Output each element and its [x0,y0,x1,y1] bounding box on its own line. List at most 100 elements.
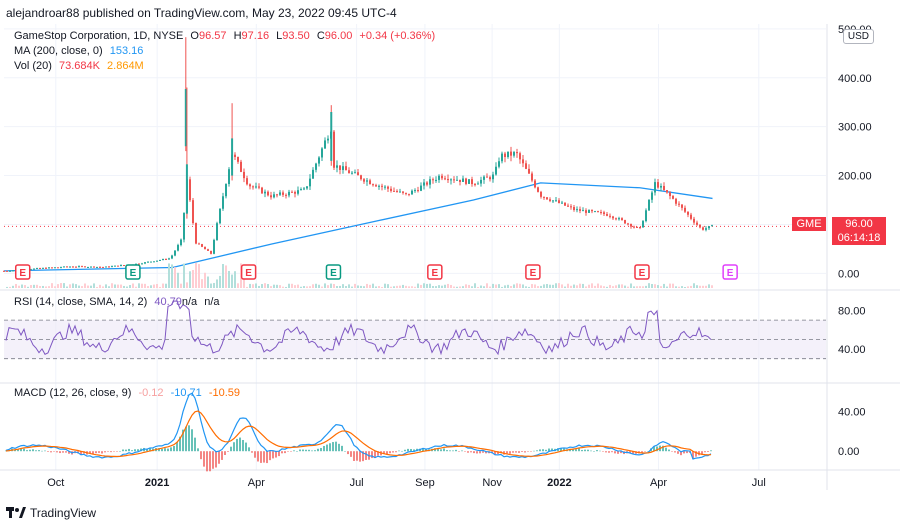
macd-histogram-bar [68,451,70,454]
candle-body [279,192,281,195]
candle-body [459,179,461,182]
candle-body [258,186,260,188]
macd-histogram-bar [473,451,475,454]
volume-bar [585,286,587,288]
volume-bar [45,286,47,288]
macd-histogram-bar [158,448,160,452]
macd-histogram-bar [383,451,385,455]
macd-hist-value: -0.12 [138,387,164,399]
volume-bar [672,283,674,288]
candle-body [498,161,500,167]
candle-body [366,180,368,182]
macd-histogram-bar [578,448,580,452]
candle-body [138,263,140,265]
volume-bar [111,283,113,288]
macd-histogram-bar [176,442,178,452]
candle-body [705,228,707,230]
candle-body [567,205,569,207]
macd-histogram-bar [353,451,355,461]
volume-bar [594,285,596,288]
macd-tick-label: 0.00 [838,446,859,458]
macd-histogram-bar [668,449,670,452]
macd-histogram-bar [512,451,514,453]
macd-histogram-bar [572,449,574,452]
macd-histogram-bar [266,451,268,464]
macd-histogram-bar [362,451,364,462]
macd-histogram-bar [707,451,709,452]
volume-bar [219,275,221,288]
volume-bar [156,283,158,288]
candle-body [240,161,242,172]
macd-histogram-bar [179,436,181,452]
candle-body [369,180,371,185]
earnings-marker-letter: E [431,268,438,279]
volume-bar [69,284,71,288]
macd-histogram-bar [401,450,403,452]
candle-body [63,266,65,268]
macd-histogram-bar [563,448,565,452]
volume-bar [405,285,407,288]
earnings-marker: E [325,264,342,280]
volume-bar [498,284,500,288]
macd-histogram-bar [533,450,535,452]
candle-body [633,226,635,228]
candle-body [639,226,641,228]
volume-bar [177,272,179,288]
volume-bar [687,286,689,288]
macd-histogram-bar [575,449,577,452]
candle-body [501,153,503,162]
signal-value: -10.59 [208,387,241,399]
candle-body [381,185,383,187]
candle-body [184,89,187,147]
candle-body [456,179,458,181]
macd-histogram-bar [605,451,607,453]
candle-body [84,266,86,268]
volume-bar [639,286,641,288]
volume-bar [141,283,143,288]
footer-brand-label: TradingView [30,506,97,520]
macd-histogram-bar [95,451,97,454]
currency-badge[interactable]: USD [842,29,874,44]
candle-body [315,163,317,170]
candle-body [201,244,203,247]
candle-body [6,270,8,272]
earnings-marker-letter: E [639,268,646,279]
volume-bar [366,283,368,288]
macd-histogram-bar [710,450,712,452]
earnings-marker: E [722,264,738,280]
candle-body [429,179,431,185]
macd-histogram-bar [329,443,331,452]
candle-body [486,176,488,178]
rsi-tick-label: 40.00 [838,344,866,356]
volume-bar [567,283,569,288]
earnings-marker-box [427,264,443,280]
candle-body [87,267,89,269]
open-value: 96.57 [198,30,227,42]
macd-histogram-bar [536,450,538,452]
macd-histogram-bar [50,451,52,453]
footer-brand[interactable]: TradingView [6,506,96,520]
candle-body [615,218,617,220]
macd-histogram-bar [53,451,55,452]
macd-histogram-bar [701,451,703,455]
candle-body [72,266,74,268]
candle-body [243,171,245,179]
macd-histogram-bar [398,450,400,452]
candle-body [657,182,659,188]
macd-histogram-bar [230,446,232,452]
macd-histogram-bar [482,451,484,453]
macd-histogram-bar [350,451,352,457]
macd-histogram-bar [686,451,688,454]
candle-body [438,175,440,180]
candle-body [96,266,98,268]
candle-body [414,190,416,192]
candle-body [645,210,647,222]
macd-histogram-bar [518,451,520,453]
candle-body [519,153,521,160]
volume-bar [195,262,197,288]
macd-histogram-bar [173,445,175,452]
volume-bar [315,283,317,288]
volume-bar [582,283,584,288]
macd-histogram-bar [248,447,250,452]
